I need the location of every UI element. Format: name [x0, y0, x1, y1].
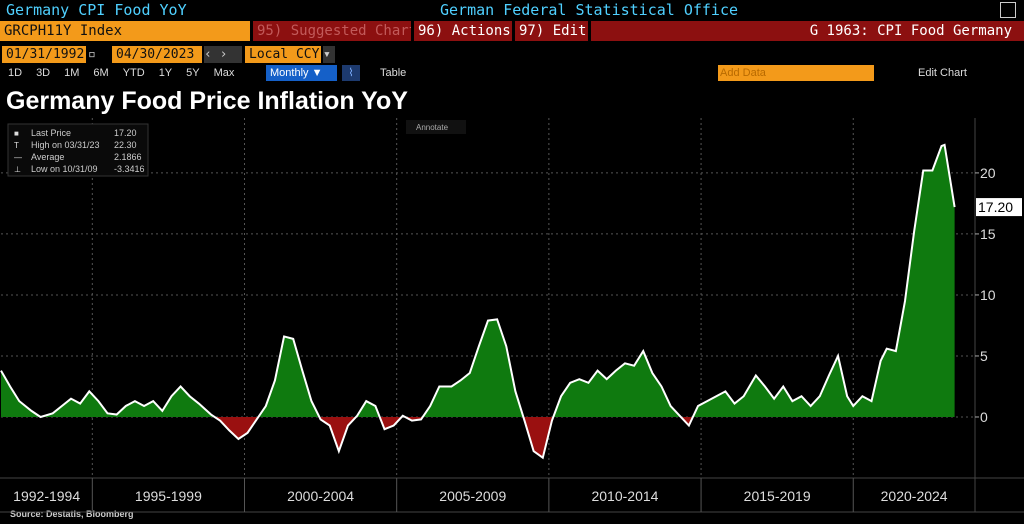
legend: ■ Last Price 17.20 T High on 03/31/23 22.30 — A…: [7, 123, 149, 177]
x-band-label: 2005-2009: [439, 488, 506, 504]
period-button[interactable]: 1D: [8, 67, 23, 79]
legend-symbol: ■: [14, 129, 19, 138]
legend-value: -3.3416: [114, 164, 145, 174]
period-button[interactable]: Max: [213, 67, 235, 79]
chart-id: G 1963: CPI Food Germany: [591, 21, 1024, 41]
period-button[interactable]: 3D: [36, 67, 51, 79]
end-date[interactable]: 04/30/2023: [112, 46, 202, 63]
period-button[interactable]: 1Y: [158, 67, 173, 79]
date-arrows[interactable]: ‹ ›: [204, 46, 242, 63]
x-band-label: 2020-2024: [881, 488, 948, 504]
legend-value: 2.1866: [114, 152, 142, 162]
x-band-label: 1992-1994: [13, 488, 80, 504]
period-buttons: 1D 3D 1M 6M YTD 1Y 5Y Max: [8, 65, 263, 81]
last-value-label: 17.20: [978, 199, 1013, 215]
period-button[interactable]: YTD: [122, 67, 145, 79]
legend-symbol: —: [14, 153, 22, 162]
start-date[interactable]: 01/31/1992: [2, 46, 86, 63]
x-band-label: 2015-2019: [744, 488, 811, 504]
currency[interactable]: Local CCY: [245, 46, 321, 63]
line: [0, 143, 956, 460]
last-value-tag: [976, 198, 1022, 217]
x-band-label: 1995-1999: [135, 488, 202, 504]
y-tick-label: 5: [980, 348, 988, 364]
export-icon[interactable]: [1000, 2, 1016, 18]
legend-symbol: ⊥: [14, 165, 21, 174]
period-button[interactable]: 6M: [93, 67, 109, 79]
actions-menu[interactable]: 96) Actions ▾: [414, 21, 512, 41]
calendar-icon[interactable]: ▫: [88, 47, 96, 62]
chart-type-icon[interactable]: ⌇: [342, 65, 360, 81]
security-name: Germany CPI Food YoY: [6, 1, 187, 19]
y-tick-label: 20: [980, 165, 996, 181]
legend-box: [7, 123, 149, 177]
edit-menu[interactable]: 97) Edit ▾: [515, 21, 588, 41]
y-tick-label: 10: [980, 287, 996, 303]
legend-label: Last Price: [31, 128, 71, 138]
legend-value: 22.30: [114, 140, 137, 150]
y-tick-label: 0: [980, 409, 988, 425]
source-name: German Federal Statistical Office: [440, 1, 739, 19]
area-negative: [214, 416, 693, 458]
source-note: Source: Destatis, Bloomberg: [10, 509, 134, 519]
edit-chart[interactable]: Edit Chart: [918, 67, 967, 79]
suggested-charts[interactable]: 95) Suggested Charts: [253, 21, 411, 41]
legend-label: Low on 10/31/09: [31, 164, 98, 174]
annotate-label[interactable]: Annotate: [416, 123, 449, 132]
add-data[interactable]: Add Data: [718, 65, 874, 81]
area-positive: [1, 144, 955, 417]
annotate-button[interactable]: [406, 120, 466, 134]
frequency[interactable]: Monthly ▼: [266, 65, 337, 81]
legend-value: 17.20: [114, 128, 137, 138]
legend-label: Average: [31, 152, 64, 162]
x-band-label: 2010-2014: [591, 488, 658, 504]
y-tick-label: 15: [980, 226, 996, 242]
chart-title: Germany Food Price Inflation YoY: [6, 87, 408, 115]
period-button[interactable]: 5Y: [186, 67, 200, 79]
period-button[interactable]: 1M: [64, 67, 80, 79]
table-button[interactable]: Table: [380, 67, 407, 79]
legend-symbol: T: [14, 141, 19, 150]
currency-dropdown[interactable]: ▾: [323, 46, 335, 63]
legend-label: High on 03/31/23: [31, 140, 100, 150]
ticker-field[interactable]: GRCPH11Y Index: [0, 21, 250, 41]
x-band-label: 2000-2004: [287, 488, 354, 504]
